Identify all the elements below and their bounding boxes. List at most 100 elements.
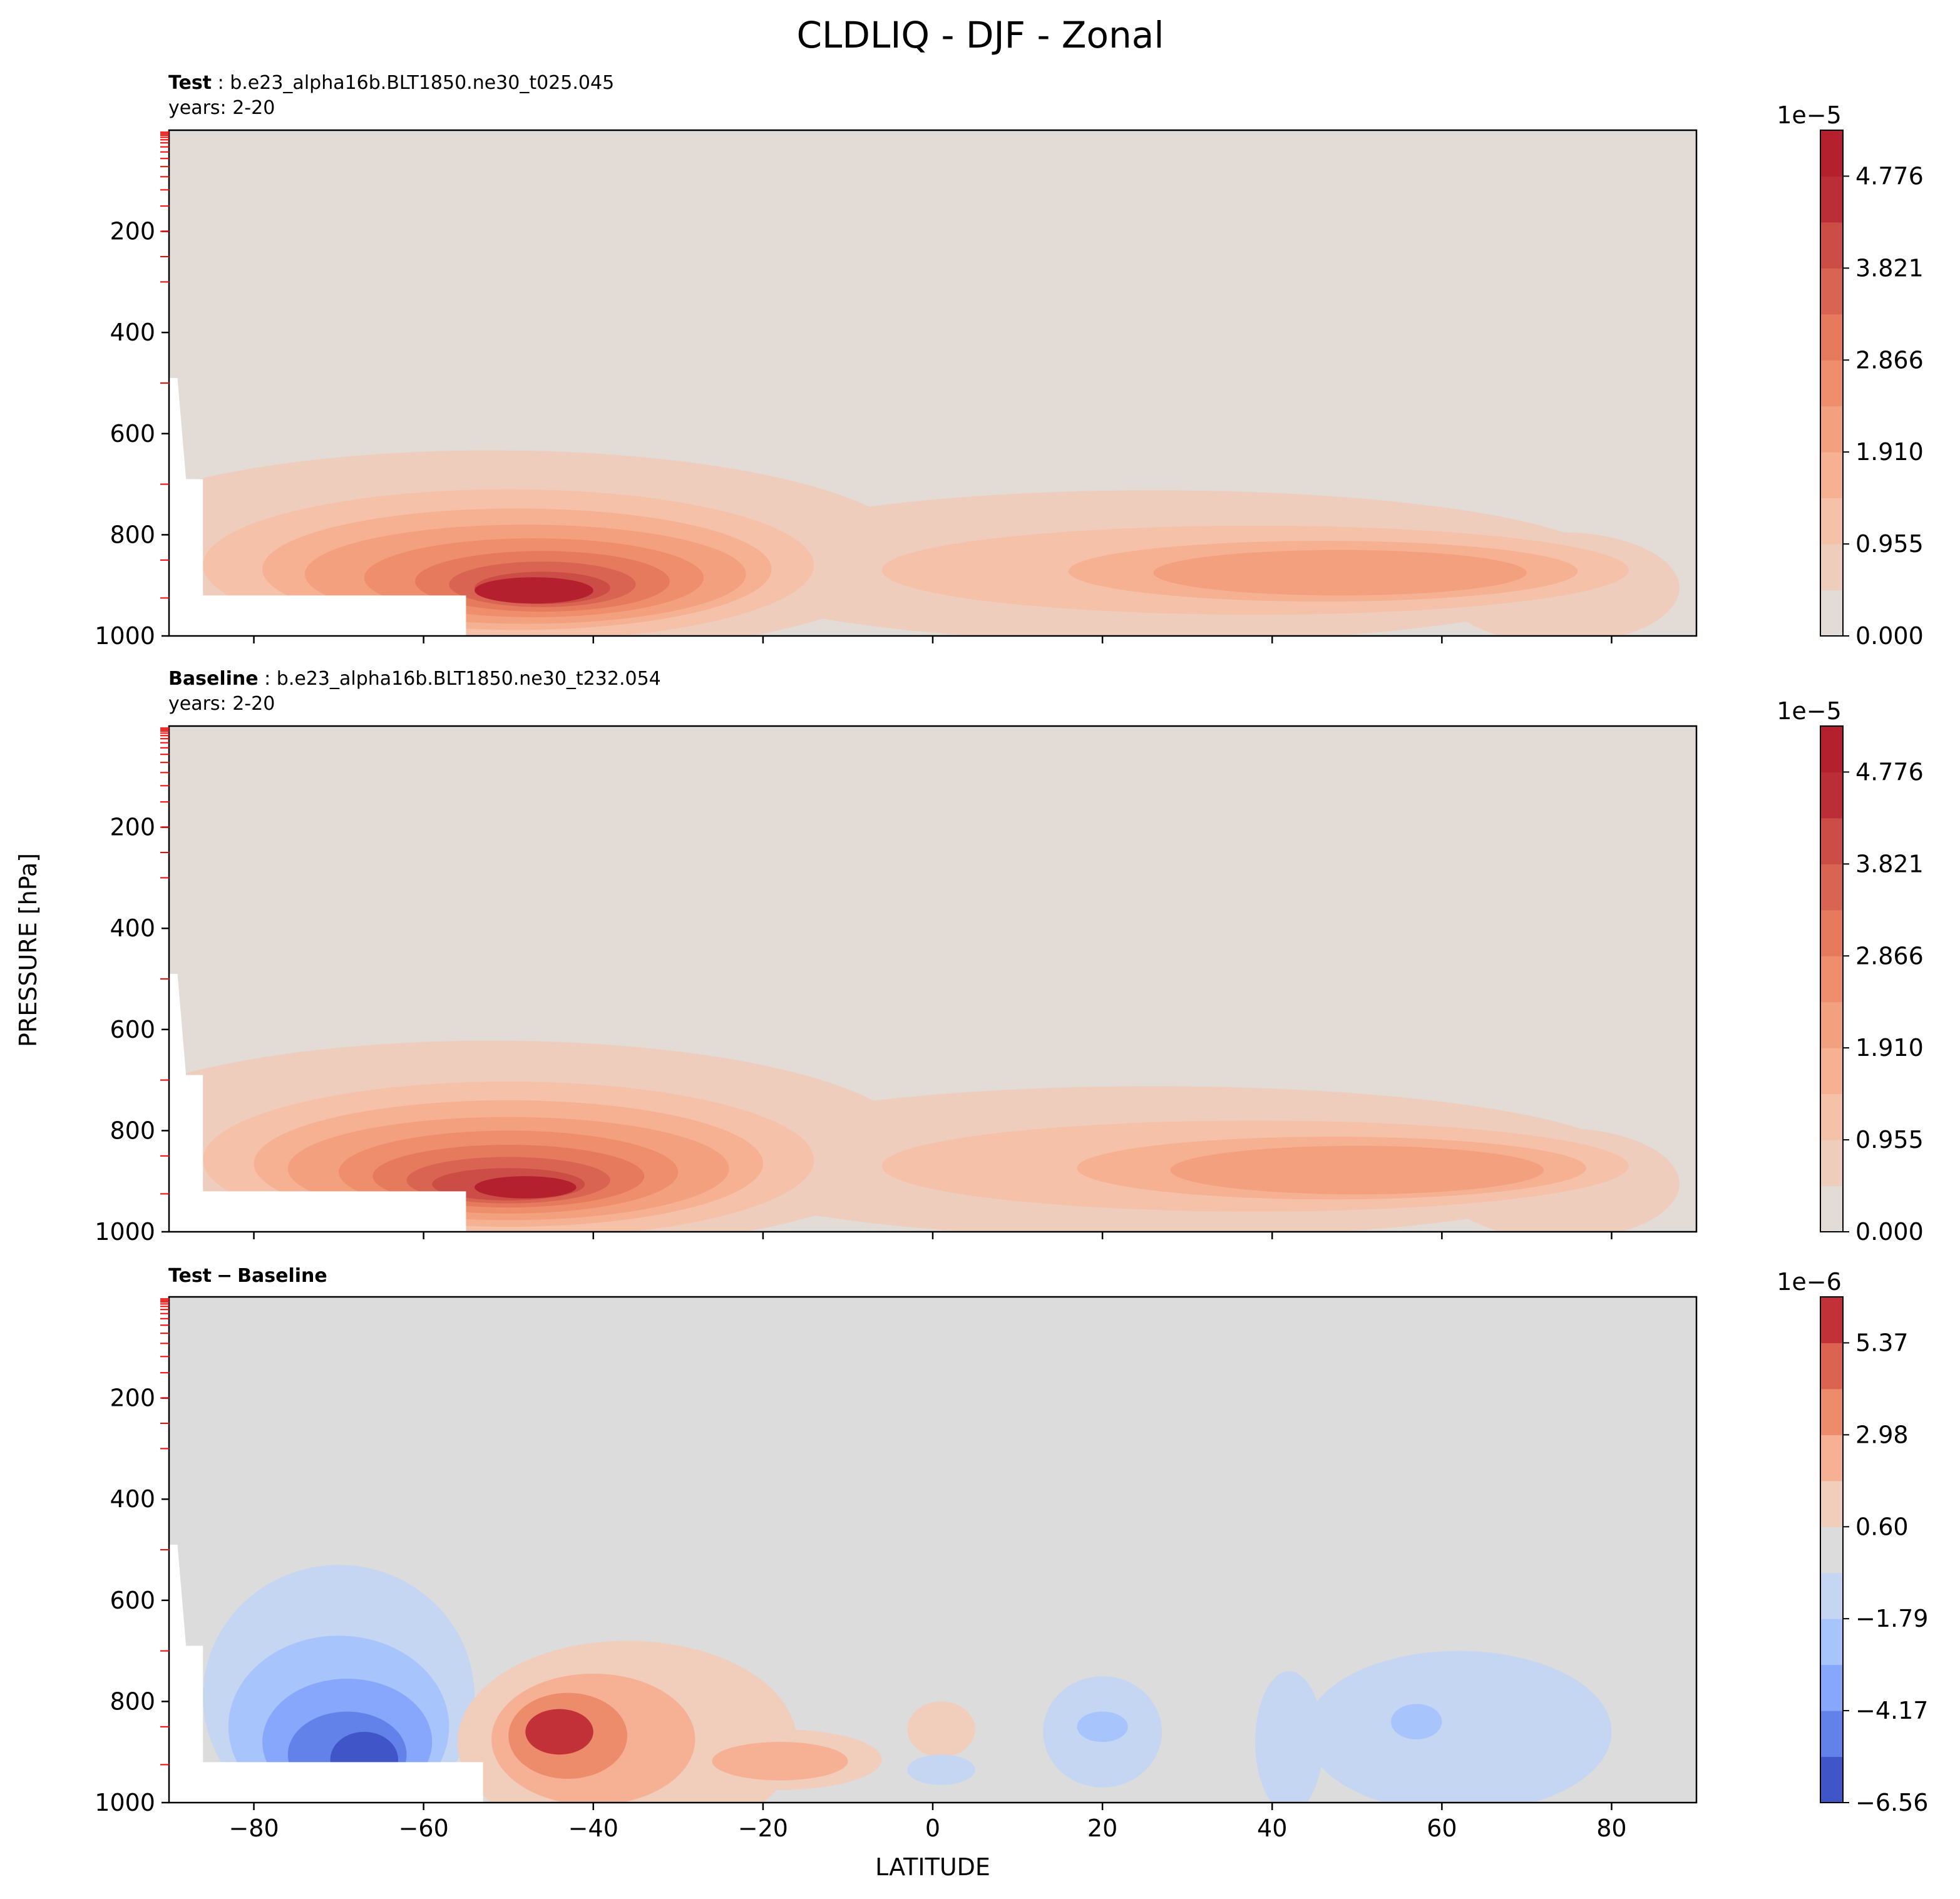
colorbar-segment bbox=[1820, 544, 1843, 591]
contour-region-11 bbox=[907, 1701, 975, 1758]
colorbar-segment bbox=[1820, 1297, 1843, 1343]
colorbar-segment bbox=[1820, 1093, 1843, 1140]
colorbar-tick-label: 0.955 bbox=[1855, 530, 1924, 558]
x-tick-label: 0 bbox=[925, 1815, 940, 1842]
colorbar-test: 4.776 3.821 2.866 1.910 0.955 0.000 bbox=[1820, 130, 1924, 650]
colorbar-tick-label: 3.821 bbox=[1855, 254, 1924, 282]
panel-baseline-label: Baseline bbox=[168, 668, 259, 690]
colorbar-segment bbox=[1820, 1001, 1843, 1048]
contour-field-baseline bbox=[169, 726, 1696, 1232]
colorbar-tick-label: 5.37 bbox=[1855, 1329, 1909, 1356]
y-tick-label: 1000 bbox=[95, 1789, 155, 1816]
x-tick-label: −20 bbox=[738, 1815, 788, 1842]
colorbar-tick-label: −1.79 bbox=[1855, 1605, 1928, 1632]
y-tick-label: 1000 bbox=[95, 1218, 155, 1246]
colorbar-tick-label: 1.910 bbox=[1855, 1034, 1924, 1062]
terrain-mask-shape bbox=[169, 973, 466, 1232]
colorbar-tick-label: 2.866 bbox=[1855, 942, 1924, 970]
x-tick-label: −60 bbox=[399, 1815, 449, 1842]
panel-baseline-years: years: 2-20 bbox=[168, 693, 275, 715]
colorbar-tick-label: 2.98 bbox=[1855, 1421, 1909, 1448]
colorbar-segment bbox=[1820, 360, 1843, 407]
panel-baseline-header: Baseline : b.e23_alpha16b.BLT1850.ne30_t… bbox=[168, 668, 661, 690]
colorbar-frame bbox=[1820, 1296, 1844, 1803]
colorbar-frame bbox=[1820, 725, 1844, 1232]
colorbar-segment bbox=[1820, 222, 1843, 269]
x-axis-difference: −80 −60 −40 −20 0 20 40 60 80 bbox=[228, 1803, 1627, 1842]
colorbar-difference: 5.37 2.98 0.60 −1.79 −4.17 −6.56 bbox=[1820, 1296, 1928, 1816]
contour-region-16 bbox=[1306, 1651, 1612, 1803]
colorbar-frame bbox=[1820, 130, 1844, 637]
contour-region-8 bbox=[712, 1742, 848, 1781]
colorbar-tick-label: 3.821 bbox=[1855, 850, 1924, 878]
colorbar-segment bbox=[1820, 726, 1843, 772]
y-tick-label: 600 bbox=[110, 1016, 155, 1043]
y-tick-label: 800 bbox=[110, 1687, 155, 1715]
x-axis-baseline bbox=[253, 1232, 1613, 1239]
colorbar-tick-label: 0.000 bbox=[1855, 1218, 1924, 1246]
figure-title: CLDLIQ - DJF - Zonal bbox=[797, 14, 1164, 56]
contour-region-10 bbox=[525, 1709, 593, 1755]
contour-region-13 bbox=[475, 1176, 577, 1199]
y-tick-label: 200 bbox=[110, 814, 155, 841]
contour-region-8 bbox=[1170, 1145, 1544, 1195]
colorbar-tick-label: 4.776 bbox=[1855, 162, 1924, 190]
colorbar-segment bbox=[1820, 1388, 1843, 1435]
terrain-mask-test bbox=[169, 377, 466, 636]
panel-baseline-case: b.e23_alpha16b.BLT1850.ne30_t232.054 bbox=[277, 668, 661, 690]
colorbar-segment bbox=[1820, 1343, 1843, 1390]
colorbar-tick-label: 2.866 bbox=[1855, 346, 1924, 374]
panel-difference-label-a: Test bbox=[168, 1265, 212, 1287]
colorbar-segment bbox=[1820, 452, 1843, 499]
panel-baseline-sep: : bbox=[259, 668, 277, 690]
colorbar-segment bbox=[1820, 864, 1843, 911]
colorbar-segment bbox=[1820, 268, 1843, 315]
colorbar-segment bbox=[1820, 1185, 1843, 1232]
contour-region-12 bbox=[907, 1754, 975, 1785]
terrain-mask-shape bbox=[169, 1544, 483, 1803]
colorbar-tick-label: −4.17 bbox=[1855, 1697, 1928, 1724]
panel-test: Test : b.e23_alpha16b.BLT1850.ne30_t025.… bbox=[95, 72, 1924, 650]
terrain-mask-difference bbox=[169, 1544, 483, 1803]
x-tick-label: −40 bbox=[568, 1815, 618, 1842]
panel-baseline: Baseline : b.e23_alpha16b.BLT1850.ne30_t… bbox=[95, 668, 1924, 1246]
panel-test-years: years: 2-20 bbox=[168, 97, 275, 119]
y-tick-label: 400 bbox=[110, 1485, 155, 1513]
colorbar-segment bbox=[1820, 498, 1843, 545]
terrain-mask-shape bbox=[169, 377, 466, 636]
panel-test-header: Test : b.e23_alpha16b.BLT1850.ne30_t025.… bbox=[168, 72, 614, 94]
contour-field-test bbox=[169, 130, 1696, 636]
x-tick-label: −80 bbox=[228, 1815, 279, 1842]
panel-difference-label-b: Baseline bbox=[237, 1265, 327, 1287]
colorbar-segment bbox=[1820, 406, 1843, 453]
colorbar-segment bbox=[1820, 1048, 1843, 1095]
colorbar-segment bbox=[1820, 1664, 1843, 1711]
colorbar-test-exponent: 1e−5 bbox=[1777, 101, 1842, 129]
x-tick-label: 20 bbox=[1087, 1815, 1117, 1842]
colorbar-segment bbox=[1820, 772, 1843, 819]
contour-region-14 bbox=[1077, 1711, 1128, 1743]
colorbar-segment bbox=[1820, 817, 1843, 864]
y-tick-label: 600 bbox=[110, 1587, 155, 1614]
terrain-mask-baseline bbox=[169, 973, 466, 1232]
contour-field-difference bbox=[169, 1297, 1696, 1803]
contour-region-15 bbox=[1255, 1671, 1323, 1803]
colorbar-baseline: 4.776 3.821 2.866 1.910 0.955 0.000 bbox=[1820, 725, 1924, 1246]
colorbar-segment bbox=[1820, 1480, 1843, 1527]
colorbar-tick-label: 0.60 bbox=[1855, 1513, 1909, 1540]
colorbar-segment bbox=[1820, 1527, 1843, 1574]
colorbar-difference-exponent: 1e−6 bbox=[1777, 1268, 1842, 1296]
y-tick-label: 800 bbox=[110, 1117, 155, 1144]
contour-region-13 bbox=[475, 577, 593, 604]
panel-test-label: Test bbox=[168, 72, 212, 94]
y-tick-label: 600 bbox=[110, 420, 155, 448]
colorbar-segment bbox=[1820, 1572, 1843, 1619]
colorbar-segment bbox=[1820, 314, 1843, 361]
colorbar-segment bbox=[1820, 1756, 1843, 1803]
x-tick-label: 60 bbox=[1427, 1815, 1457, 1842]
y-tick-label: 1000 bbox=[95, 622, 155, 650]
colorbar-segment bbox=[1820, 909, 1843, 956]
x-axis-test bbox=[253, 636, 1613, 643]
panel-difference-label-sep: − bbox=[217, 1265, 232, 1287]
